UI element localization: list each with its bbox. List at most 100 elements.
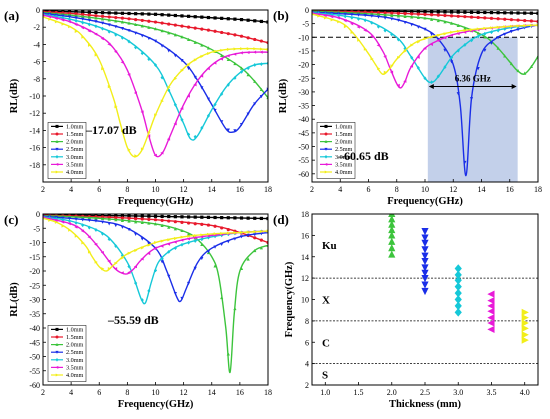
data-point-4.0mm xyxy=(200,233,204,237)
data-point-4.0mm xyxy=(160,99,164,103)
data-point-4.0mm xyxy=(521,331,529,339)
legend-label: 4.0mm xyxy=(66,169,84,176)
y-tick-label: -15 xyxy=(298,47,309,56)
legend-marker-3.5mm xyxy=(324,162,328,166)
data-point-1.5mm xyxy=(396,11,401,15)
data-point-1.0mm xyxy=(200,15,204,19)
data-point-2.0mm xyxy=(147,25,151,29)
data-point-2.5mm xyxy=(430,32,434,37)
data-point-2.5mm xyxy=(186,66,191,71)
data-point-2.0mm xyxy=(114,218,118,222)
data-point-1.0mm xyxy=(430,10,434,14)
data-point-4.0mm xyxy=(450,30,454,34)
data-point-3.0mm xyxy=(376,24,381,29)
data-point-1.5mm xyxy=(140,18,144,23)
peak-value-annotation: –17.07 dB xyxy=(85,123,137,137)
data-point-2.5mm xyxy=(186,281,191,286)
data-point-3.0mm xyxy=(336,13,341,18)
data-point-2.0mm xyxy=(476,31,480,35)
legend-label: 4.0mm xyxy=(335,169,353,176)
plot-area xyxy=(312,10,538,182)
data-point-1.5mm xyxy=(226,227,230,232)
data-point-1.0mm xyxy=(193,215,197,219)
data-point-3.5mm xyxy=(180,106,184,111)
band-label-C: C xyxy=(322,337,330,349)
legend-label: 3.0mm xyxy=(66,154,84,161)
y-tick-label: -25 xyxy=(29,281,40,290)
data-point-4.0mm xyxy=(187,234,191,238)
data-point-4.0mm xyxy=(140,246,145,250)
data-point-3.5mm xyxy=(87,29,91,33)
data-point-2.0mm xyxy=(430,17,434,21)
data-point-3.5mm xyxy=(173,240,177,244)
data-point-2.5mm xyxy=(193,75,197,80)
data-point-4.0mm xyxy=(516,24,520,28)
y-tick-label: -12 xyxy=(29,109,40,118)
data-point-1.5mm xyxy=(114,216,118,220)
data-point-3.0mm xyxy=(239,69,244,74)
data-point-2.5mm xyxy=(356,13,361,17)
data-point-2.0mm xyxy=(87,15,91,19)
data-point-3.0mm xyxy=(317,11,321,16)
data-point-2.5mm xyxy=(421,228,429,236)
data-point-4.0mm xyxy=(54,220,59,224)
x-tick-label: 14 xyxy=(208,185,216,194)
data-point-3.5mm xyxy=(443,36,447,40)
data-point-1.5mm xyxy=(476,15,480,20)
data-point-2.0mm xyxy=(220,53,224,57)
data-point-3.0mm xyxy=(396,37,401,42)
data-point-2.0mm xyxy=(253,248,257,253)
data-point-3.5mm xyxy=(330,15,334,19)
plot-area xyxy=(43,214,268,374)
data-point-3.5mm xyxy=(127,270,131,275)
data-point-4.0mm xyxy=(68,24,72,29)
x-tick-label: 4 xyxy=(69,185,73,194)
data-point-1.0mm xyxy=(463,10,467,14)
x-axis-label: Frequency(GHz) xyxy=(118,399,194,410)
data-point-2.5mm xyxy=(423,27,427,31)
data-point-4.0mm xyxy=(383,70,387,74)
data-point-3.0mm xyxy=(160,75,164,80)
data-point-4.0mm xyxy=(68,228,72,232)
data-point-4.0mm xyxy=(193,234,198,238)
legend-label: 2.5mm xyxy=(66,146,84,153)
x-tick-label: 3.0 xyxy=(453,388,463,397)
data-point-1.0mm xyxy=(173,215,177,219)
data-point-3.5mm xyxy=(67,221,71,226)
legend-marker-2.5mm xyxy=(55,147,59,151)
data-point-1.0mm xyxy=(396,10,401,13)
data-point-2.5mm xyxy=(173,54,177,58)
data-point-2.5mm xyxy=(213,108,217,113)
y-tick-label: -5 xyxy=(33,224,40,233)
data-point-1.5mm xyxy=(153,20,158,24)
legend-label: 1.5mm xyxy=(66,334,84,341)
data-point-1.5mm xyxy=(147,217,151,221)
data-point-2.0mm xyxy=(114,19,118,23)
data-point-3.0mm xyxy=(416,66,420,70)
data-point-1.5mm xyxy=(529,19,533,23)
data-point-2.0mm xyxy=(376,12,381,16)
data-point-1.5mm xyxy=(147,19,151,23)
legend-label: 2.5mm xyxy=(66,349,84,356)
data-point-3.5mm xyxy=(423,46,427,50)
data-point-3.0mm xyxy=(153,63,158,67)
data-point-1.5mm xyxy=(173,23,177,27)
data-point-4.0mm xyxy=(87,250,92,254)
data-point-1.0mm xyxy=(107,11,111,15)
data-point-3.5mm xyxy=(54,16,58,20)
x-tick-label: 18 xyxy=(534,185,542,194)
x-tick-label: 8 xyxy=(395,185,399,194)
x-tick-label: 12 xyxy=(180,185,188,194)
data-point-3.0mm xyxy=(173,246,177,251)
data-point-2.0mm xyxy=(403,14,407,19)
data-point-3.0mm xyxy=(449,55,454,60)
data-point-3.0mm xyxy=(370,20,374,25)
data-point-3.5mm xyxy=(147,251,151,256)
data-point-3.0mm xyxy=(233,76,237,80)
data-point-2.5mm xyxy=(193,266,197,270)
y-axis-label: RL(dB) xyxy=(9,282,20,317)
data-point-2.0mm xyxy=(100,216,105,220)
legend-marker-1.0mm xyxy=(324,124,328,128)
data-point-3.0mm xyxy=(356,17,361,21)
data-point-1.5mm xyxy=(180,220,184,224)
